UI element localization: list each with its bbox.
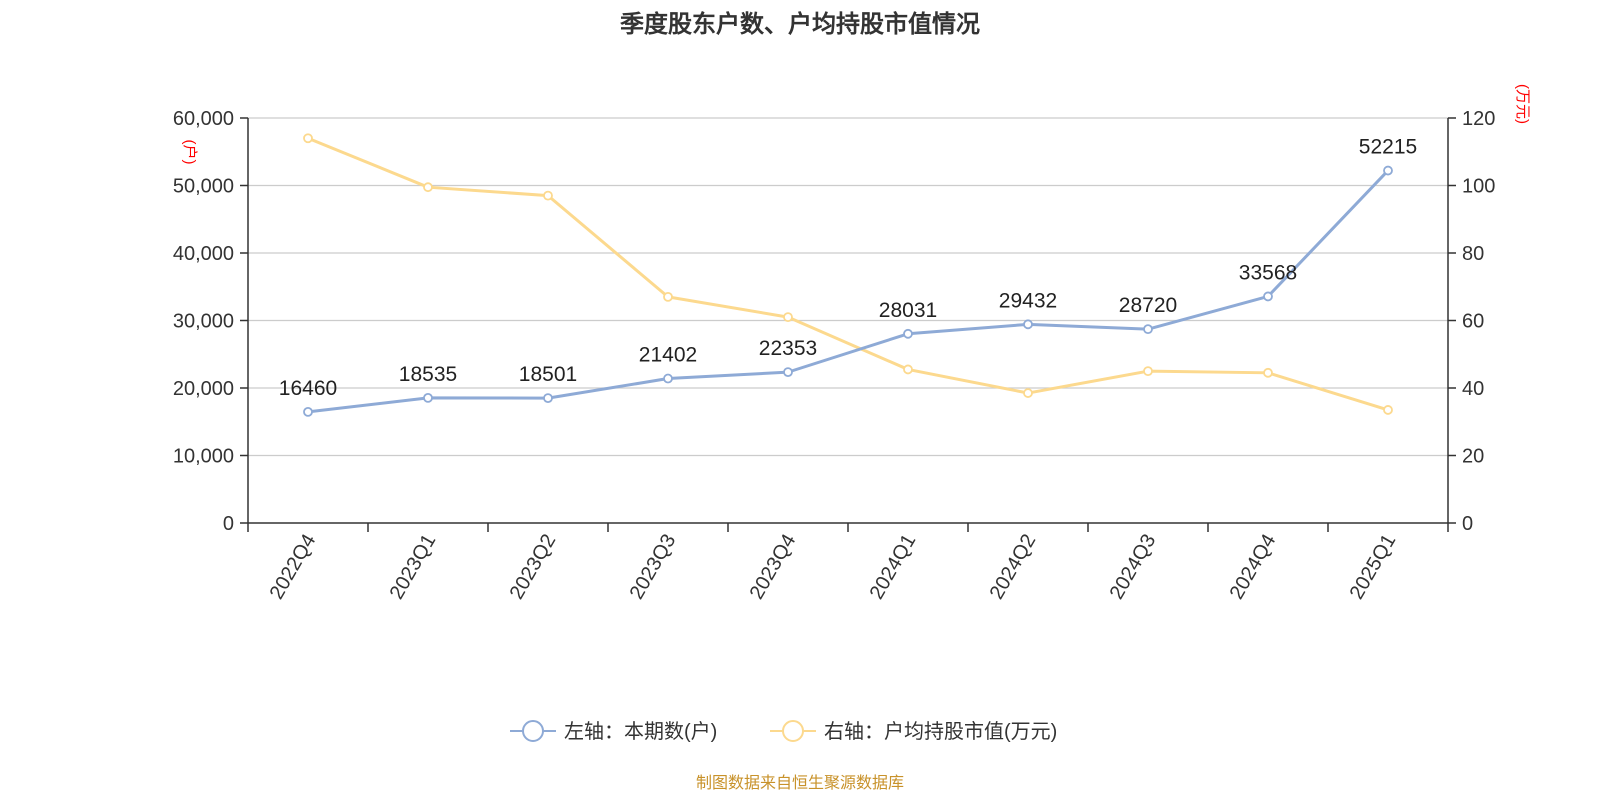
right-tick-label: 40 xyxy=(1462,378,1484,400)
data-point[interactable] xyxy=(903,328,913,339)
data-point[interactable] xyxy=(423,182,433,193)
right-tick-label: 120 xyxy=(1462,108,1495,130)
left-axis-unit: (户) xyxy=(181,140,198,165)
source-note: 制图数据来自恒生聚源数据库 xyxy=(696,774,904,792)
series-line-holders xyxy=(307,169,1390,414)
data-label: 18535 xyxy=(399,363,457,386)
data-label: 21402 xyxy=(639,344,697,367)
right-tick-label: 80 xyxy=(1462,243,1484,265)
left-tick-label: 0 xyxy=(223,513,234,535)
data-label: 33568 xyxy=(1239,261,1297,284)
right-tick-label: 0 xyxy=(1462,513,1473,535)
data-label: 16460 xyxy=(279,377,337,400)
left-tick-label: 10,000 xyxy=(173,446,234,468)
data-point[interactable] xyxy=(423,392,433,403)
right-tick-label: 60 xyxy=(1462,311,1484,333)
right-axis-unit: (万元) xyxy=(1514,84,1531,124)
data-label: 29432 xyxy=(999,289,1057,312)
data-point[interactable] xyxy=(1263,291,1273,302)
data-point[interactable] xyxy=(1383,165,1393,176)
data-label: 28720 xyxy=(1119,294,1177,317)
data-label: 22353 xyxy=(759,337,817,360)
data-point[interactable] xyxy=(1143,366,1153,377)
series-line-avg-value xyxy=(307,136,1389,412)
data-point[interactable] xyxy=(663,373,673,384)
x-tick-label: 2024Q2 xyxy=(986,531,1041,604)
data-label: 18501 xyxy=(519,363,577,386)
data-point[interactable] xyxy=(1263,367,1273,378)
legend-marker xyxy=(522,720,544,742)
legend-item-holders[interactable]: 左轴：本期数(户) xyxy=(510,720,717,743)
data-point[interactable] xyxy=(1383,405,1393,415)
x-tick-label: 2022Q4 xyxy=(266,531,321,604)
legend-item-avg-value[interactable]: 右轴：户均持股市值(万元) xyxy=(770,720,1057,743)
data-label: 52215 xyxy=(1359,136,1417,159)
left-tick-label: 20,000 xyxy=(173,378,234,400)
data-label: 28031 xyxy=(879,299,937,322)
data-point[interactable] xyxy=(903,364,913,375)
x-tick-label: 2024Q3 xyxy=(1106,531,1161,604)
series xyxy=(303,133,1393,417)
data-labels: 16460 18535 18501 21402 22353 28031 29432 28720… xyxy=(279,136,1417,400)
x-tick-label: 2024Q4 xyxy=(1226,531,1281,604)
x-tick-label: 2023Q3 xyxy=(626,531,681,604)
data-point[interactable] xyxy=(1023,388,1033,398)
left-tick-label: 60,000 xyxy=(173,108,234,130)
right-tick-label: 20 xyxy=(1462,446,1484,468)
chart-title: 季度股东户数、户均持股市值情况 xyxy=(620,10,980,38)
legend-label: 右轴：户均持股市值(万元) xyxy=(824,720,1057,743)
x-tick-label: 2023Q4 xyxy=(746,531,801,604)
data-point[interactable] xyxy=(783,367,793,378)
left-tick-label: 50,000 xyxy=(173,176,234,198)
data-point[interactable] xyxy=(543,393,553,404)
data-point[interactable] xyxy=(1023,319,1033,330)
x-tick-label: 2025Q1 xyxy=(1346,531,1401,604)
x-tick-label: 2023Q2 xyxy=(506,531,561,604)
grid-lines xyxy=(248,117,1448,457)
left-tick-label: 40,000 xyxy=(173,243,234,265)
x-tick-label: 2024Q1 xyxy=(866,531,921,604)
legend-marker xyxy=(782,720,804,742)
data-point[interactable] xyxy=(783,312,793,323)
left-tick-label: 30,000 xyxy=(173,311,234,333)
legend-label: 左轴：本期数(户) xyxy=(564,720,717,743)
legend[interactable]: 左轴：本期数(户) 右轴：户均持股市值(万元) xyxy=(510,720,1057,743)
data-point[interactable] xyxy=(1143,324,1153,335)
x-tick-label: 2023Q1 xyxy=(386,531,441,604)
data-point[interactable] xyxy=(303,406,313,417)
data-point[interactable] xyxy=(543,190,553,201)
right-tick-label: 100 xyxy=(1462,176,1495,198)
data-point[interactable] xyxy=(663,291,673,302)
data-point[interactable] xyxy=(303,133,313,144)
